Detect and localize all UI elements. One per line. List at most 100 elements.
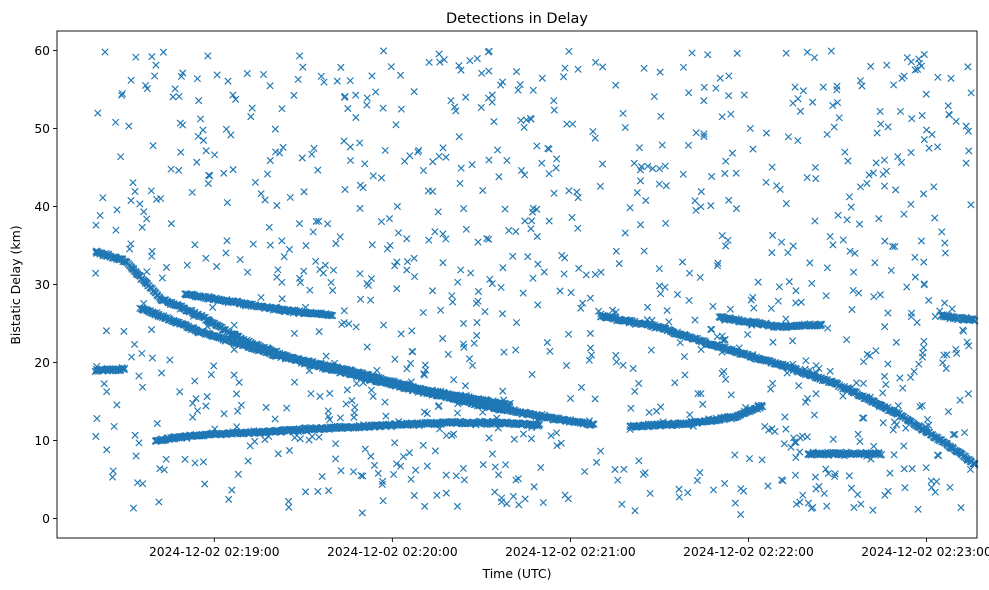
detection-point: [92, 221, 100, 229]
detection-point: [308, 150, 316, 158]
detection-point: [372, 88, 380, 96]
detection-point: [110, 422, 118, 431]
detection-point: [823, 130, 831, 139]
detection-point: [101, 48, 109, 56]
detection-point: [721, 169, 729, 178]
detection-point: [964, 63, 972, 71]
detection-point: [626, 204, 634, 212]
y-axis-label: Bistatic Delay (km): [8, 225, 23, 344]
detection-point: [402, 382, 410, 390]
detection-point: [803, 173, 811, 182]
detection-point: [448, 292, 456, 300]
detection-point: [274, 450, 282, 458]
detection-point: [232, 95, 240, 103]
detection-point: [265, 432, 273, 441]
detection-point: [204, 52, 212, 60]
detection-point: [263, 170, 272, 178]
detection-point: [789, 434, 798, 442]
detection-point: [140, 299, 148, 308]
detection-point: [314, 487, 322, 496]
detection-point: [298, 154, 306, 162]
detection-point: [792, 299, 800, 307]
detection-point: [410, 272, 419, 281]
detection-point: [878, 450, 886, 459]
detection-point: [722, 157, 730, 165]
detection-point: [803, 394, 812, 403]
detection-point: [612, 351, 620, 360]
detection-point: [758, 456, 766, 464]
detection-point: [528, 217, 536, 225]
detection-point: [479, 186, 487, 195]
detection-point: [363, 101, 371, 109]
detection-point: [500, 396, 508, 404]
detection-point: [125, 122, 133, 130]
detection-point: [777, 476, 786, 484]
detection-point: [792, 287, 800, 295]
detection-point: [925, 296, 933, 304]
detection-point: [581, 467, 589, 476]
detection-point: [810, 53, 819, 62]
detection-point: [342, 400, 350, 408]
detection-point: [406, 359, 415, 367]
detection-point: [449, 298, 457, 306]
detection-point: [860, 414, 868, 422]
y-tick-label: 10: [34, 434, 50, 448]
detection-point: [520, 123, 528, 131]
detection-point: [700, 130, 708, 138]
detection-point: [561, 254, 569, 262]
detection-point: [739, 487, 748, 495]
y-tick-label: 0: [42, 512, 50, 526]
detection-point: [831, 470, 839, 478]
detection-point: [202, 147, 210, 155]
detection-point: [361, 160, 369, 168]
detection-point: [117, 153, 125, 161]
detection-point: [166, 300, 175, 309]
detection-point: [141, 81, 150, 90]
detection-point: [829, 435, 837, 443]
detection-point: [149, 142, 157, 150]
detection-point: [686, 411, 694, 419]
detection-point: [138, 223, 146, 232]
detection-point: [820, 489, 828, 498]
detection-point: [169, 93, 177, 101]
detection-point: [967, 89, 975, 97]
detection-point: [510, 435, 518, 443]
detection-point: [403, 258, 412, 266]
detection-point: [230, 321, 238, 329]
detection-point: [300, 267, 308, 275]
detection-point: [356, 204, 364, 212]
detection-point: [911, 273, 919, 281]
detection-point: [574, 194, 582, 202]
detection-point: [792, 453, 800, 462]
detection-point: [336, 414, 345, 422]
detection-point: [357, 471, 365, 480]
detection-point: [612, 308, 620, 316]
detection-point: [848, 305, 856, 314]
detection-point: [575, 264, 583, 273]
detection-point: [819, 83, 827, 91]
detection-point: [229, 166, 237, 174]
detection-point: [944, 408, 953, 416]
detection-point: [412, 466, 420, 474]
detection-point: [290, 329, 299, 338]
detection-point: [598, 160, 607, 168]
detection-point: [719, 336, 727, 344]
detection-point: [962, 159, 970, 167]
detection-point: [235, 378, 243, 386]
detection-point: [573, 188, 581, 196]
detection-point: [884, 123, 892, 131]
detection-point: [704, 51, 712, 59]
detection-point: [658, 141, 666, 149]
detection-point: [340, 137, 348, 145]
detection-point: [505, 226, 513, 235]
detection-point: [172, 318, 181, 326]
detection-point: [150, 72, 159, 80]
detection-point: [129, 178, 137, 187]
detection-point: [810, 411, 819, 419]
detection-point: [394, 229, 403, 237]
detection-point: [683, 421, 692, 429]
detection-point: [596, 182, 604, 190]
detection-point: [833, 86, 841, 94]
detection-point: [920, 337, 928, 345]
detection-point: [896, 107, 905, 116]
